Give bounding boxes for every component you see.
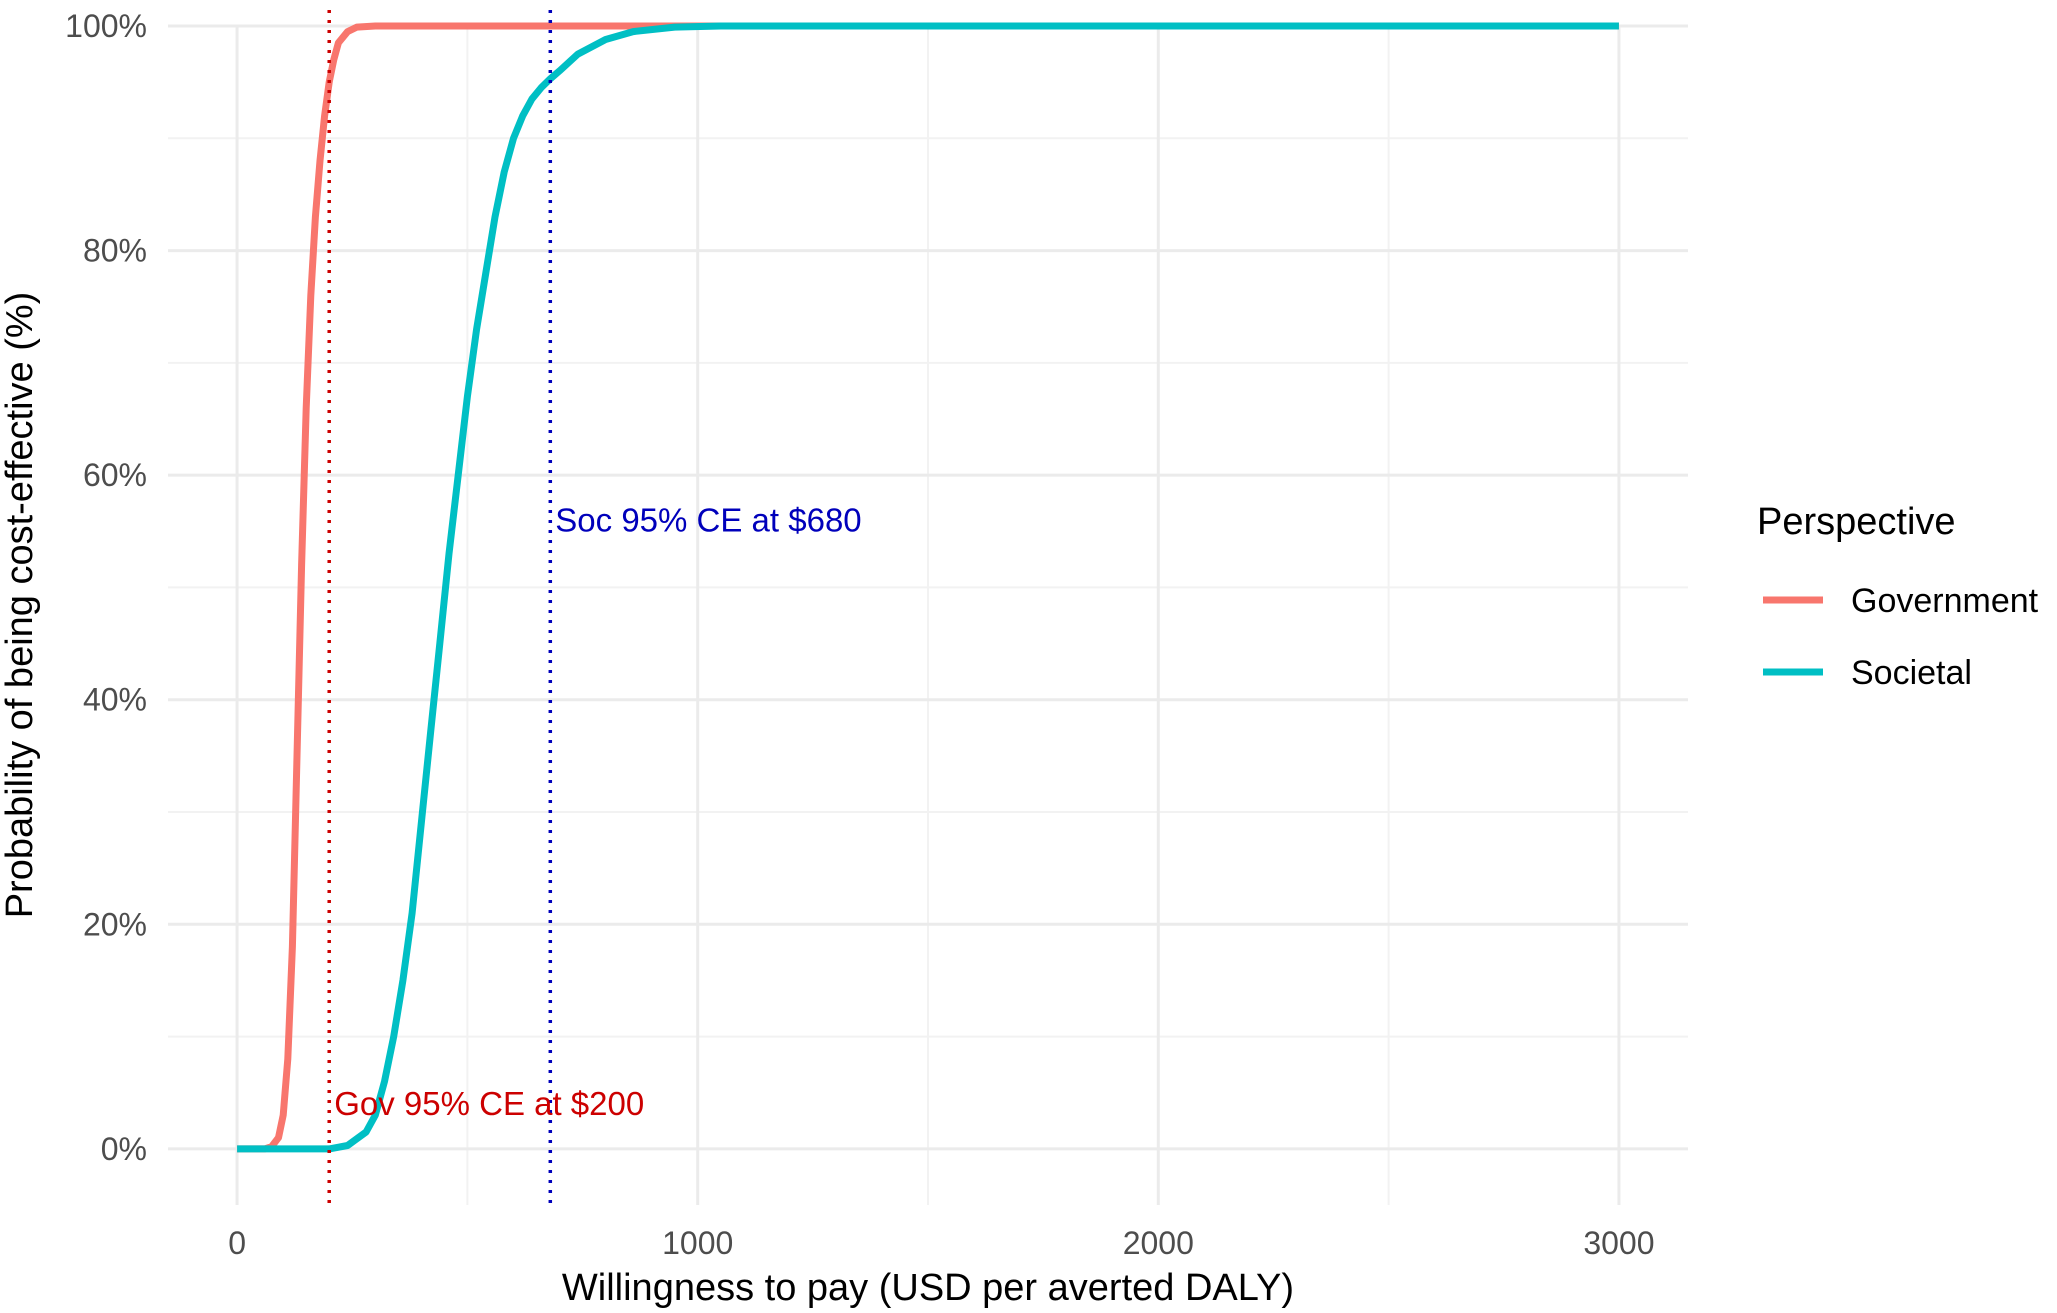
series-line-societal [237,22,1619,1153]
x-tick-label: 1000 [662,1225,733,1261]
x-tick-label: 2000 [1123,1225,1194,1261]
y-tick-label: 40% [83,682,147,718]
y-tick-label: 60% [83,457,147,493]
y-axis-ticks: 0% 20% 40% 60% 80% 100% [65,8,147,1167]
annotation-label: Soc 95% CE at $680 [555,501,861,538]
y-axis-title: Probability of being cost-effective (%) [0,292,41,919]
legend: Perspective Government Societal [1757,501,2039,692]
legend-title: Perspective [1757,501,1956,543]
y-tick-label: 80% [83,233,147,269]
x-axis-ticks: 0 1000 2000 3000 [228,1225,1654,1261]
annotation-label: Gov 95% CE at $200 [334,1085,644,1122]
legend-label-societal: Societal [1851,654,1972,692]
series-layer [237,22,1619,1153]
legend-label-government: Government [1851,582,2039,620]
x-tick-label: 3000 [1583,1225,1654,1261]
annotations: Gov 95% CE at $200 Soc 95% CE at $680 [334,501,861,1122]
y-tick-label: 20% [83,906,147,942]
x-tick-label: 0 [228,1225,246,1261]
series-line-government [237,22,1619,1153]
y-tick-label: 100% [65,8,147,44]
x-axis-title: Willingness to pay (USD per averted DALY… [562,1267,1294,1309]
legend-items: Government Societal [1763,582,2039,692]
y-tick-label: 0% [101,1131,147,1167]
